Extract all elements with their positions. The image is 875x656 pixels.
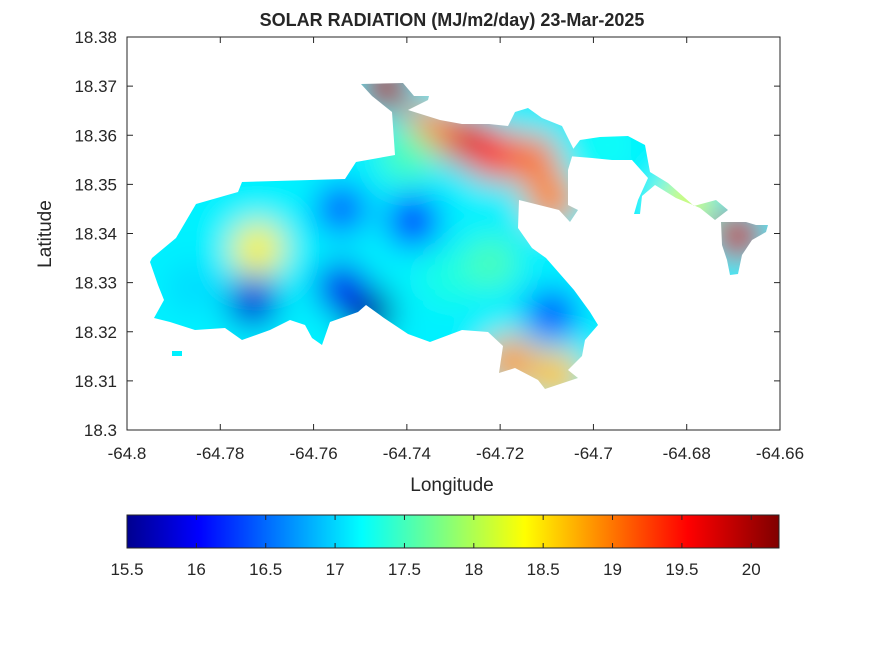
colorbar-tick-label: 19.5 — [665, 560, 698, 579]
y-tick-label: 18.32 — [74, 323, 117, 342]
y-tick-label: 18.31 — [74, 372, 117, 391]
colorbar-tick-label: 16 — [187, 560, 206, 579]
radiation-hotspot — [464, 236, 517, 289]
x-tick-label: -64.74 — [383, 444, 431, 463]
radiation-hotspot — [506, 133, 559, 186]
radiation-hotspot — [226, 276, 279, 329]
x-tick-label: -64.68 — [663, 444, 711, 463]
x-tick-label: -64.78 — [196, 444, 244, 463]
colorbar-ticks: 15.5 16 16.5 17 17.5 18 18.5 19 19.5 20 — [110, 515, 761, 579]
x-tick-label: -64.8 — [108, 444, 147, 463]
x-axis-ticks: -64.8 -64.78 -64.76 -64.74 -64.72 -64.7 -64.68… — [108, 37, 804, 463]
y-axis-ticks: 18.3 18.31 18.32 18.33 18.34 18.35 18.36 18.37 1… — [74, 28, 780, 440]
colorbar-tick-label: 15.5 — [110, 560, 143, 579]
radiation-hotspot — [315, 182, 368, 235]
colorbar-tick-label: 20 — [742, 560, 761, 579]
colorbar — [126, 514, 780, 549]
x-tick-label: -64.7 — [574, 444, 613, 463]
colorbar-tick-label: 17 — [326, 560, 345, 579]
colorbar-tick-label: 19 — [603, 560, 622, 579]
colorbar-tick-label: 18 — [464, 560, 483, 579]
colorbar-tick-label: 17.5 — [388, 560, 421, 579]
y-tick-label: 18.37 — [74, 77, 117, 96]
x-tick-label: -64.72 — [476, 444, 524, 463]
y-tick-label: 18.34 — [74, 225, 117, 244]
x-tick-label: -64.76 — [289, 444, 337, 463]
colorbar-tick-label: 18.5 — [527, 560, 560, 579]
chart-title: SOLAR RADIATION (MJ/m2/day) 23-Mar-2025 — [260, 10, 645, 30]
y-tick-label: 18.35 — [74, 175, 117, 194]
x-tick-label: -64.66 — [756, 444, 804, 463]
radiation-hotspot — [231, 222, 284, 275]
x-axis-label: Longitude — [410, 475, 493, 496]
y-tick-label: 18.38 — [74, 28, 117, 47]
colorbar-tick-label: 16.5 — [249, 560, 282, 579]
y-tick-label: 18.36 — [74, 126, 117, 145]
radiation-hotspot — [386, 195, 439, 248]
radiation-hotspot — [166, 261, 219, 314]
y-axis-label: Latitude — [35, 200, 56, 268]
y-tick-label: 18.33 — [74, 274, 117, 293]
y-tick-label: 18.3 — [84, 421, 117, 440]
radiation-hotspot — [315, 261, 368, 314]
radiation-hotspot — [525, 288, 578, 341]
radiation-hotspot — [422, 251, 475, 304]
